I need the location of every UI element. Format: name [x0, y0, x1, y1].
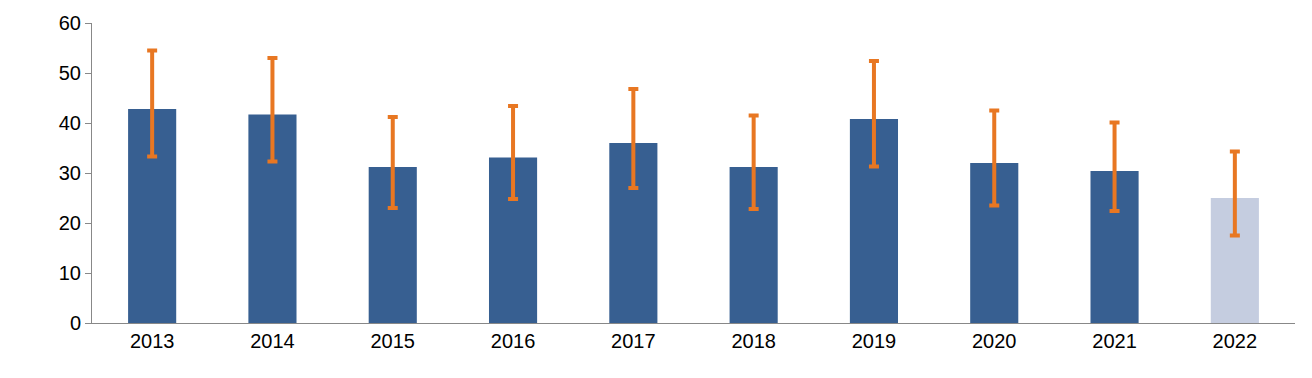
svg-text:2018: 2018 [731, 330, 776, 352]
svg-text:60: 60 [59, 12, 81, 34]
svg-text:2017: 2017 [611, 330, 656, 352]
svg-text:2019: 2019 [852, 330, 897, 352]
svg-text:2016: 2016 [491, 330, 536, 352]
svg-text:20: 20 [59, 212, 81, 234]
svg-text:50: 50 [59, 62, 81, 84]
svg-text:2021: 2021 [1092, 330, 1137, 352]
svg-text:10: 10 [59, 262, 81, 284]
svg-text:2022: 2022 [1213, 330, 1258, 352]
svg-text:2015: 2015 [371, 330, 416, 352]
svg-text:40: 40 [59, 112, 81, 134]
svg-text:2020: 2020 [972, 330, 1017, 352]
svg-text:2014: 2014 [250, 330, 295, 352]
svg-text:30: 30 [59, 162, 81, 184]
svg-text:2013: 2013 [130, 330, 175, 352]
svg-text:0: 0 [70, 312, 81, 334]
